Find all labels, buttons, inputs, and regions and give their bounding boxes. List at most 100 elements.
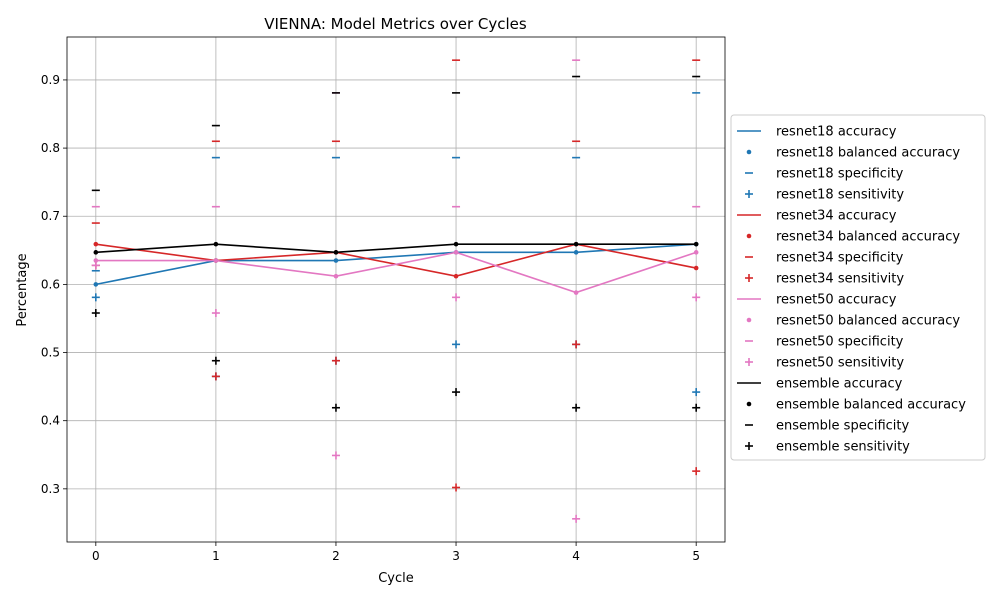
resnet50-balanced-accuracy-point [213,258,219,263]
ensemble-balanced-accuracy-point [213,241,219,247]
legend-label: resnet18 balanced accuracy [776,146,960,161]
legend-label: ensemble sensitivity [776,440,910,455]
ensemble-balanced-accuracy-point [693,241,699,247]
gridlines [67,37,725,542]
ensemble-sensitivity-point [572,403,581,412]
legend-dot-swatch [746,401,752,407]
resnet34-sensitivity-point [572,340,581,349]
series-layer [91,59,701,523]
resnet34-sensitivity-point [692,467,701,476]
resnet18-sensitivity-point [692,388,701,397]
legend-label: ensemble specificity [776,419,909,434]
resnet34-sensitivity-point [211,372,220,381]
legend-label: resnet50 accuracy [776,293,897,308]
legend-item: resnet50 accuracy [737,293,897,308]
legend-item: resnet18 sensitivity [745,188,904,203]
resnet18-accuracy-line [95,243,697,286]
legend-item: resnet34 specificity [745,251,904,266]
resnet34-sensitivity-point [452,483,461,492]
legend-plus-swatch [745,190,753,198]
legend-label: resnet50 balanced accuracy [776,314,960,329]
legend-label: resnet34 specificity [776,251,904,266]
legend-label: resnet50 specificity [776,335,904,350]
legend-item: ensemble sensitivity [745,440,910,455]
resnet18-balanced-accuracy-point [93,282,99,287]
x-tick-label: 3 [452,549,460,563]
x-tick-label: 5 [692,549,700,563]
x-tick-label: 1 [212,549,220,563]
resnet50-balanced-accuracy-point [453,250,459,255]
legend-item: ensemble balanced accuracy [746,398,966,413]
legend-label: ensemble balanced accuracy [776,398,966,413]
resnet50-sensitivity-point [331,451,340,460]
resnet18-balanced-accuracy-point [333,258,339,263]
y-tick-label: 0.7 [41,209,60,223]
ensemble-balanced-accuracy-point [333,250,339,255]
resnet50-sensitivity-point [211,309,220,318]
resnet50-sensitivity-point [452,293,461,302]
legend-dot-swatch [746,233,752,239]
plot-frame [66,36,726,543]
legend-item: resnet50 sensitivity [745,356,904,371]
resnet34-balanced-accuracy-point [93,241,99,247]
legend-item: resnet18 accuracy [737,125,897,140]
x-axis-label: Cycle [378,571,414,586]
ensemble-sensitivity-point [331,403,340,412]
ensemble-sensitivity-point [692,403,701,412]
resnet50-balanced-accuracy-point [693,250,699,255]
y-tick-label: 0.3 [41,482,60,496]
legend-label: resnet18 accuracy [776,125,897,140]
ensemble-sensitivity-point [452,388,461,397]
legend: resnet18 accuracy resnet18 balanced accur… [730,114,986,461]
legend-item: resnet50 balanced accuracy [746,314,960,329]
resnet50-sensitivity-point [692,293,701,302]
resnet34-sensitivity-point [331,356,340,365]
legend-plus-swatch [745,274,753,282]
y-tick-label: 0.8 [41,141,60,155]
resnet18-balanced-accuracy-point [573,250,579,255]
legend-dot-swatch [746,149,752,155]
legend-label: resnet18 specificity [776,167,904,182]
y-tick-label: 0.9 [41,73,60,87]
ensemble-balanced-accuracy-point [453,241,459,247]
resnet18-sensitivity-point [91,293,100,302]
legend-plus-swatch [745,358,753,366]
legend-item: ensemble specificity [745,419,909,434]
legend-item: resnet18 specificity [745,167,904,182]
legend-label: resnet50 sensitivity [776,356,904,371]
resnet50-balanced-accuracy-point [93,258,99,263]
legend-item: resnet50 specificity [745,335,904,350]
legend-label: resnet34 sensitivity [776,272,904,287]
x-tick-label: 2 [332,549,340,563]
legend-frame [730,114,986,461]
legend-plus-swatch [745,442,753,450]
legend-label: resnet34 balanced accuracy [776,230,960,245]
legend-label: resnet18 sensitivity [776,188,904,203]
axis-ticks: 0 1 2 3 4 5 0.3 0.4 0.5 0.6 0.7 0.8 0.9 [41,73,700,563]
ensemble-balanced-accuracy-point [573,241,579,247]
legend-item: resnet34 balanced accuracy [746,230,960,245]
y-tick-label: 0.4 [41,414,60,428]
legend-label: ensemble accuracy [776,377,903,392]
legend-item: resnet18 balanced accuracy [746,146,960,161]
resnet50-balanced-accuracy-point [573,290,579,295]
y-axis-label: Percentage [15,253,30,326]
resnet34-balanced-accuracy-point [453,273,459,279]
ensemble-balanced-accuracy-point [93,250,99,255]
resnet50-balanced-accuracy-point [333,273,339,279]
ensemble-sensitivity-point [211,356,220,365]
resnet18-sensitivity-point [452,340,461,349]
y-tick-label: 0.6 [41,277,60,291]
resnet50-accuracy-line [95,251,697,294]
chart-title: VIENNA: Model Metrics over Cycles [264,15,527,33]
ensemble-sensitivity-point [91,309,100,318]
y-tick-label: 0.5 [41,346,60,360]
resnet34-balanced-accuracy-point [693,265,699,271]
ensemble-accuracy-line [95,243,697,254]
legend-item: resnet34 accuracy [737,209,897,224]
x-tick-label: 4 [572,549,580,563]
legend-label: resnet34 accuracy [776,209,897,224]
legend-dot-swatch [746,317,752,323]
legend-item: resnet34 sensitivity [745,272,904,287]
